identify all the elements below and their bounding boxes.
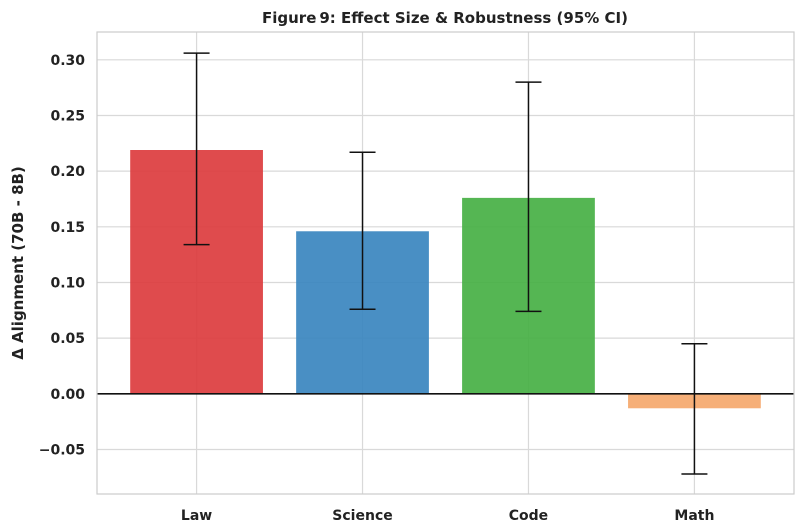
y-tick-labels: −0.05 0.00 0.05 0.10 0.15 0.20 0.25 0.30: [39, 53, 86, 459]
chart-title: Figure 9: Effect Size & Robustness (95% …: [262, 9, 628, 27]
x-tick-label-code: Code: [509, 508, 548, 524]
x-tick-label-math: Math: [674, 508, 714, 524]
y-tick-label: 0.00: [50, 387, 85, 403]
error-bar-code: [515, 81, 542, 313]
error-bars: [183, 52, 708, 475]
y-tick-label: 0.20: [50, 164, 85, 180]
error-bar-law: [183, 52, 210, 246]
y-tick-label: 0.25: [50, 108, 85, 124]
y-tick-label: 0.30: [50, 53, 85, 69]
error-bar-science: [349, 151, 376, 310]
x-tick-labels: Law Science Code Math: [181, 508, 715, 524]
x-tick-label-law: Law: [181, 508, 212, 524]
y-tick-label: 0.10: [50, 275, 85, 291]
y-tick-label: 0.15: [50, 220, 85, 236]
plot-frame: [96, 31, 795, 495]
error-bar-math: [681, 342, 708, 475]
bars: [130, 150, 761, 409]
y-tick-label: −0.05: [39, 442, 85, 458]
x-tick-label-science: Science: [332, 508, 392, 524]
y-axis-label: Δ Alignment (70B - 8B): [9, 166, 27, 360]
y-tick-label: 0.05: [50, 331, 85, 347]
